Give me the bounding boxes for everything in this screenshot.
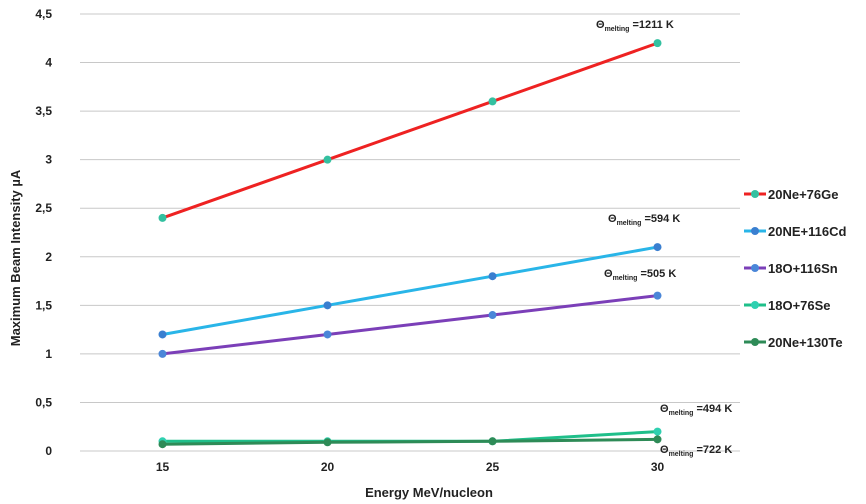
y-tick-label: 1,5 xyxy=(35,298,52,312)
legend-label: 18O+116Sn xyxy=(768,261,838,276)
series-1 xyxy=(158,39,662,222)
y-tick-label: 3,5 xyxy=(35,104,52,118)
x-tick-labels: 15 20 25 30 xyxy=(156,460,665,474)
melting-annotation: Θmelting =505 K xyxy=(604,268,676,282)
data-point xyxy=(323,438,332,447)
data-point xyxy=(323,330,332,339)
series-5 xyxy=(158,435,662,449)
series-line xyxy=(162,41,658,220)
legend-swatch-marker xyxy=(751,190,759,198)
data-point xyxy=(653,291,662,300)
data-point xyxy=(488,437,497,446)
data-point xyxy=(323,301,332,310)
melting-annotation: Θmelting =722 K xyxy=(660,444,732,458)
y-tick-label: 1 xyxy=(45,347,52,361)
series-line xyxy=(162,245,658,336)
data-point xyxy=(488,97,497,106)
legend-item: 18O+116Sn xyxy=(744,261,838,276)
legend-swatch-marker xyxy=(751,264,759,272)
y-tick-label: 2 xyxy=(45,250,52,264)
data-point xyxy=(653,243,662,252)
legend-label: 20Ne+76Ge xyxy=(768,187,838,202)
y-tick-label: 3 xyxy=(45,153,52,167)
x-axis-title: Energy MeV/nucleon xyxy=(365,485,493,500)
x-tick-label: 20 xyxy=(321,460,335,474)
data-point xyxy=(158,330,167,339)
y-tick-label: 0 xyxy=(45,444,52,458)
melting-annotation: Θmelting =594 K xyxy=(608,213,680,227)
x-tick-label: 25 xyxy=(486,460,500,474)
series-3 xyxy=(158,291,662,358)
legend-swatch-marker xyxy=(751,227,759,235)
legend-item: 20Ne+76Ge xyxy=(744,187,838,202)
series-lines xyxy=(158,39,662,449)
y-tick-label: 0,5 xyxy=(35,395,52,409)
legend-label: 20NE+116Cd xyxy=(768,224,846,239)
legend-item: 18O+76Se xyxy=(744,298,831,313)
legend-item: 20Ne+130Te xyxy=(744,335,843,350)
data-point xyxy=(158,213,167,222)
melting-annotation: Θmelting =494 K xyxy=(660,403,732,417)
y-tick-label: 4 xyxy=(45,56,52,70)
data-point xyxy=(323,155,332,164)
data-point xyxy=(653,39,662,48)
legend-item: 20NE+116Cd xyxy=(744,224,846,239)
gridlines xyxy=(80,13,740,452)
series-line xyxy=(162,437,658,446)
x-tick-label: 30 xyxy=(651,460,665,474)
melting-annotation: Θmelting =1211 K xyxy=(596,19,674,33)
y-tick-labels: 0 0,5 1 1,5 2 2,5 3 3,5 4 4,5 xyxy=(35,7,52,458)
y-tick-label: 2,5 xyxy=(35,201,52,215)
series-2 xyxy=(158,243,662,339)
legend-swatch-marker xyxy=(751,338,759,346)
data-point xyxy=(653,427,662,436)
legend-swatch-marker xyxy=(751,301,759,309)
y-tick-label: 4,5 xyxy=(35,7,52,21)
data-point xyxy=(653,435,662,444)
y-axis-title: Maximum Beam Intensity µA xyxy=(8,169,23,346)
annotations: Θmelting =1211 K Θmelting =594 K Θmelting … xyxy=(596,19,732,458)
legend-label: 18O+76Se xyxy=(768,298,831,313)
series-line xyxy=(162,294,658,356)
data-point xyxy=(158,440,167,449)
data-point xyxy=(488,311,497,320)
data-point xyxy=(158,349,167,358)
data-point xyxy=(488,272,497,281)
legend-label: 20Ne+130Te xyxy=(768,335,843,350)
x-tick-label: 15 xyxy=(156,460,170,474)
legend: 20Ne+76Ge 20NE+116Cd 18O+116Sn 18O+76Se 20Ne… xyxy=(744,187,846,350)
